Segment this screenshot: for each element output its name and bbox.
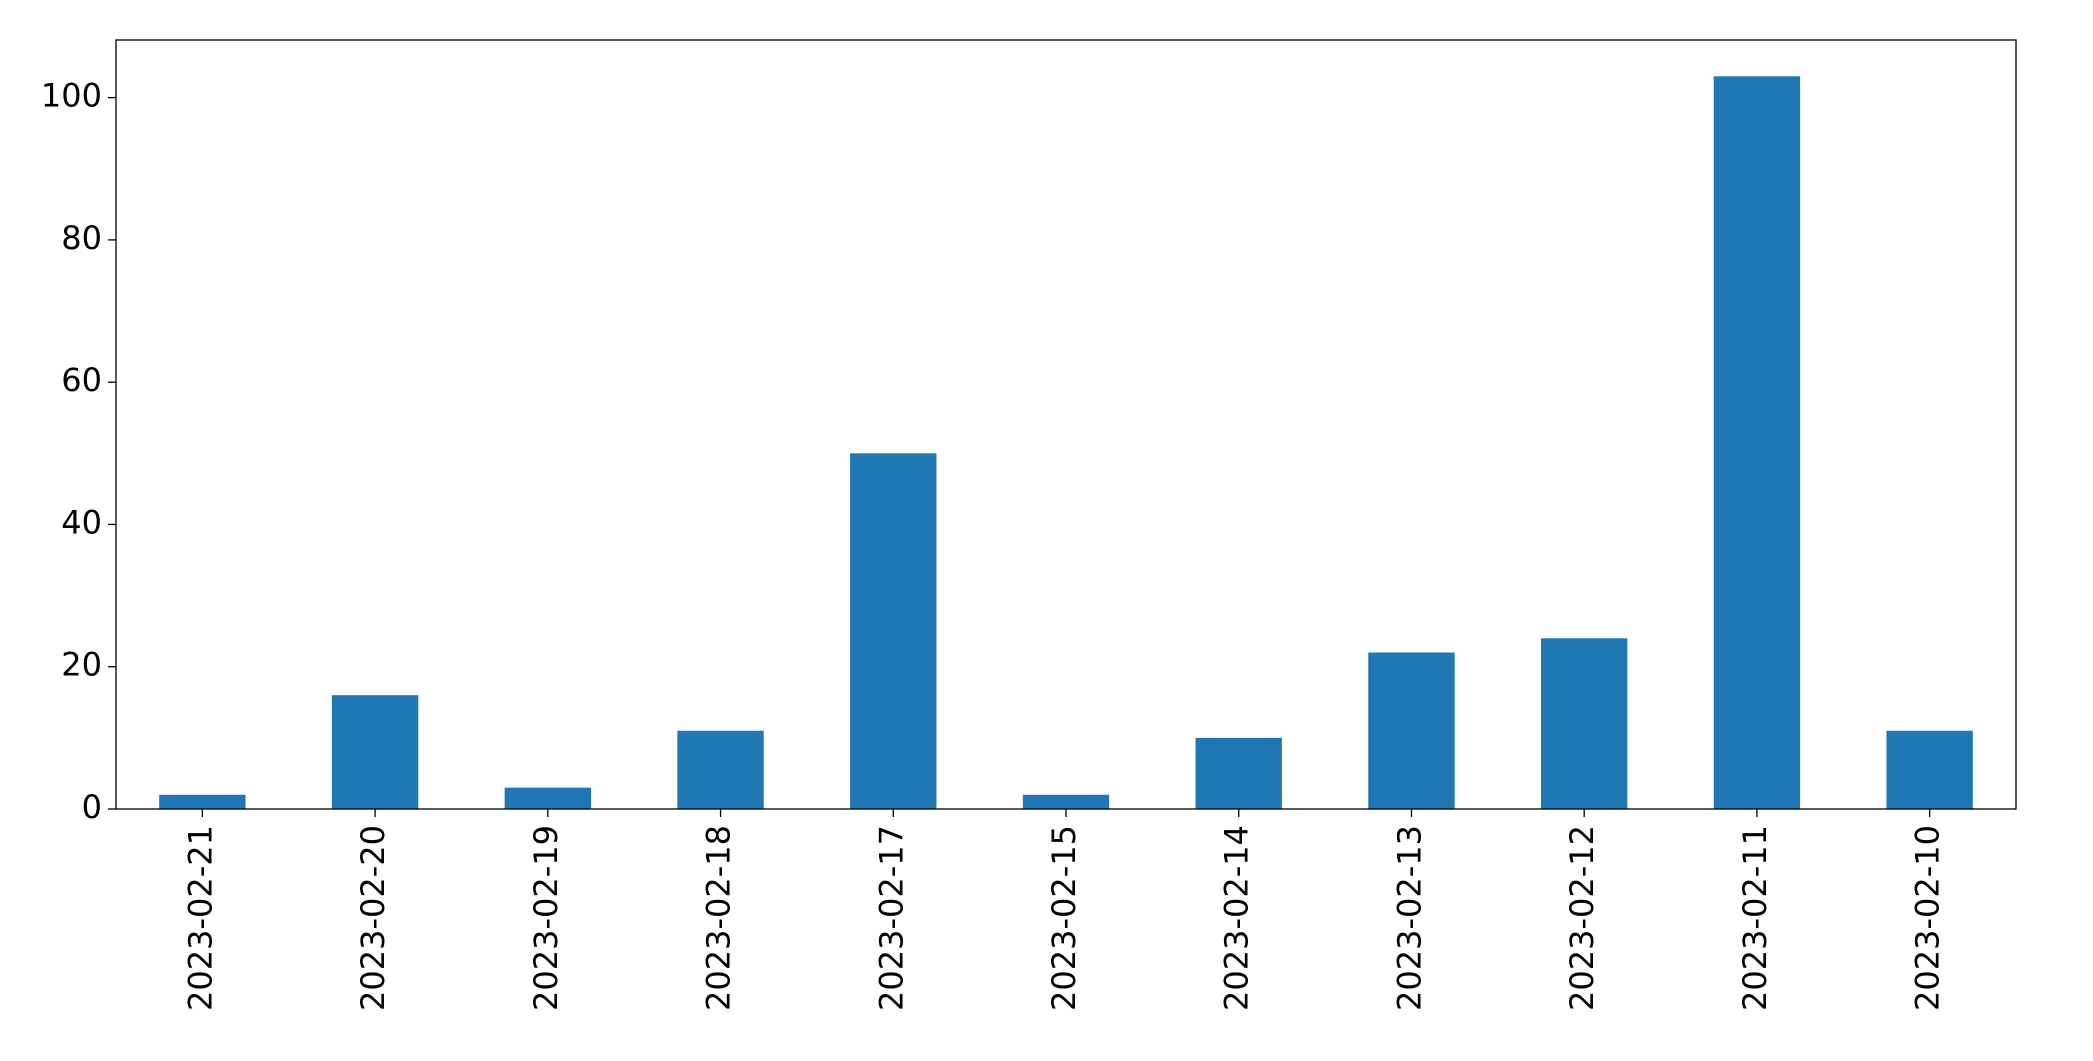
y-tick-label: 100 [41,77,102,115]
x-tick-label: 2023-02-19 [527,825,565,1011]
bar [1541,638,1628,809]
x-tick-label: 2023-02-17 [872,825,910,1011]
y-tick-label: 80 [61,219,102,257]
plot-frame [115,39,2017,810]
x-tick-label: 2023-02-13 [1390,825,1428,1011]
x-tick-label: 2023-02-10 [1909,825,1947,1011]
x-tick-label: 2023-02-21 [181,825,219,1011]
bar [504,787,591,809]
x-tick-label: 2023-02-14 [1218,825,1256,1011]
x-tick-label: 2023-02-12 [1563,825,1601,1011]
y-tick-label: 40 [61,503,102,541]
x-tick-label: 2023-02-20 [354,825,392,1011]
bar [1886,730,1973,809]
bar [331,695,419,809]
bar [1368,652,1455,809]
x-tick-label: 2023-02-11 [1736,825,1774,1011]
bar [159,794,246,809]
bar [1022,794,1110,809]
y-tick-label: 60 [61,361,102,399]
bar [1195,737,1282,809]
y-tick-label: 20 [61,646,102,684]
x-tick-label: 2023-02-18 [700,825,738,1011]
bar [850,453,937,809]
bar [1713,76,1801,810]
y-tick-label: 0 [82,788,102,826]
x-tick-label: 2023-02-15 [1045,825,1083,1011]
bar [677,730,764,809]
